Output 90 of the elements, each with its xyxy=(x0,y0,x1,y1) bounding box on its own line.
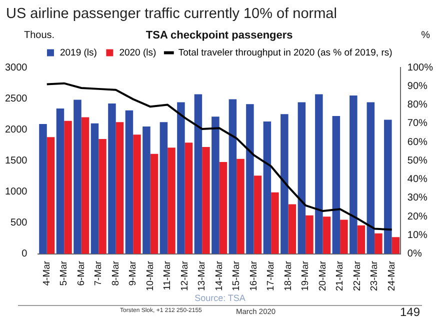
legend-label: 2019 (ls) xyxy=(60,47,97,58)
bar xyxy=(168,148,176,254)
y2-tick-label: 80% xyxy=(407,100,428,111)
x-tick-label: 9-Mar xyxy=(128,260,139,286)
bar xyxy=(39,124,47,254)
bar xyxy=(133,134,141,254)
chart-subtitle: TSA checkpoint passengers xyxy=(146,30,293,42)
bar xyxy=(374,233,382,254)
bar xyxy=(246,104,254,254)
bar xyxy=(236,158,244,254)
bar xyxy=(263,122,272,254)
bar xyxy=(392,237,400,254)
x-tick-label: 19-Mar xyxy=(300,260,312,292)
y-axis-title: Thous. xyxy=(24,30,55,41)
bar xyxy=(56,108,64,254)
y2-tick-label: 10% xyxy=(407,230,428,242)
y-tick-label: 3000 xyxy=(4,62,28,74)
y2-axis-title: % xyxy=(421,30,430,41)
x-tick-label: 12-Mar xyxy=(179,260,190,292)
bar xyxy=(271,192,279,254)
y2-tick-label: 50% xyxy=(407,155,428,166)
x-tick-label: 16-Mar xyxy=(248,260,260,292)
y2-tick-label: 40% xyxy=(407,174,428,186)
y-tick-label: 500 xyxy=(10,218,28,229)
bar xyxy=(202,147,210,254)
bar xyxy=(142,126,150,254)
x-tick-label: 13-Mar xyxy=(196,260,208,292)
bar xyxy=(254,176,262,254)
source-note: Source: TSA xyxy=(194,293,246,303)
text: 149 xyxy=(400,305,420,319)
bar xyxy=(125,110,134,254)
bar xyxy=(384,120,392,254)
bar xyxy=(219,162,228,254)
bar xyxy=(228,99,237,254)
y-tick-label: 2500 xyxy=(4,93,28,104)
bar xyxy=(177,102,185,254)
y-tick-label: 1500 xyxy=(4,155,28,166)
y2-tick-label: 0% xyxy=(407,248,422,260)
x-tick-label: 23-Mar xyxy=(369,260,380,292)
y2-tick-label: 20% xyxy=(407,211,428,222)
x-tick-label: 6-Mar xyxy=(76,260,87,286)
bar xyxy=(332,116,340,254)
bar xyxy=(288,204,296,254)
x-tick-label: 21-Mar xyxy=(334,260,346,292)
bar xyxy=(184,142,193,254)
y-tick-label: 0 xyxy=(22,248,28,260)
y2-tick-label: 100% xyxy=(407,62,434,74)
x-tick-label: 24-Mar xyxy=(386,260,398,292)
x-tick-label: 18-Mar xyxy=(282,260,294,292)
bar xyxy=(90,123,99,254)
bar xyxy=(340,220,348,254)
bar xyxy=(160,122,168,254)
x-tick-label: 15-Mar xyxy=(231,260,242,292)
bar xyxy=(298,102,306,254)
bar xyxy=(108,104,116,254)
x-tick-label: 10-Mar xyxy=(144,260,156,292)
y2-tick-label: 30% xyxy=(407,192,428,204)
x-tick-label: 14-Mar xyxy=(214,260,225,292)
chart-title: US airline passenger traffic currently 10% of normal xyxy=(6,6,337,22)
x-tick-label: 11-Mar xyxy=(162,260,174,290)
x-tick-label: 5-Mar xyxy=(58,260,70,286)
bar xyxy=(116,122,124,254)
bar xyxy=(194,94,202,254)
y2-tick-label: 60% xyxy=(407,136,428,148)
bar xyxy=(366,102,375,254)
y2-tick-label: 90% xyxy=(407,80,428,92)
x-tick-label: 4-Mar xyxy=(41,260,52,286)
bar xyxy=(357,225,366,254)
bar xyxy=(150,154,158,254)
bar xyxy=(306,215,314,254)
x-tick-label: 20-Mar xyxy=(317,260,328,292)
bar xyxy=(350,95,358,254)
legend-label: Total traveler throughput in 2020 (as % of 2019, rs) xyxy=(178,47,392,58)
bar xyxy=(46,137,55,254)
bar xyxy=(280,114,288,254)
bar xyxy=(64,120,72,254)
legend-label: 2020 (ls) xyxy=(119,47,156,58)
bar xyxy=(322,216,331,254)
x-tick-label: 7-Mar xyxy=(93,260,104,286)
x-tick-label: 22-Mar xyxy=(352,260,363,292)
bar xyxy=(74,100,82,254)
y-tick-label: 1000 xyxy=(4,186,28,198)
y2-tick-label: 70% xyxy=(407,118,428,130)
x-tick-label: 17-Mar xyxy=(266,260,277,292)
bar xyxy=(81,117,90,254)
bar xyxy=(98,138,106,254)
bar xyxy=(315,94,323,254)
y-tick-label: 2000 xyxy=(4,124,28,136)
x-tick-label: 8-Mar xyxy=(110,260,122,286)
bar xyxy=(212,116,220,254)
